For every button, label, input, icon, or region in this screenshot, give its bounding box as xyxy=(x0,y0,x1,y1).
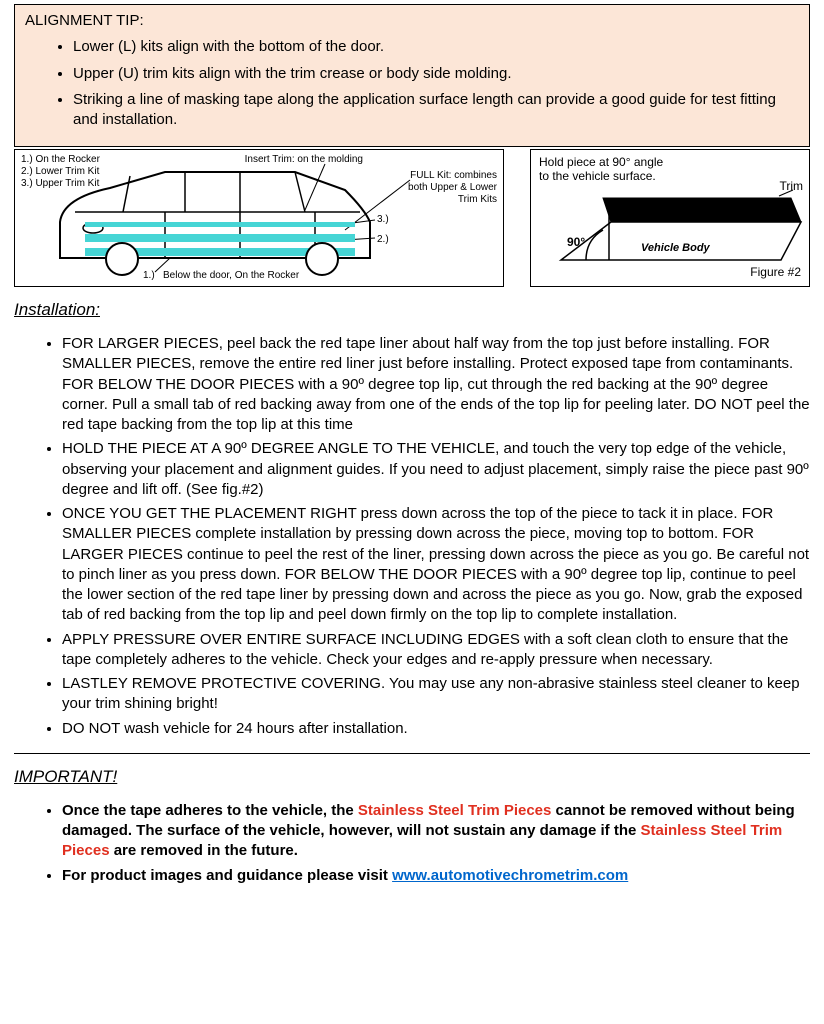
product-link[interactable]: www.automotivechrometrim.com xyxy=(392,867,628,884)
important-text: For product images and guidance please v… xyxy=(62,867,392,884)
alignment-tip-list: Lower (L) kits align with the bottom of … xyxy=(25,37,799,130)
below-door-label: Below the door, On the Rocker xyxy=(163,270,299,282)
installation-list: FOR LARGER PIECES, peel back the red tap… xyxy=(14,334,810,739)
install-step: APPLY PRESSURE OVER ENTIRE SURFACE INCLU… xyxy=(62,630,810,671)
important-item: For product images and guidance please v… xyxy=(62,866,810,886)
diagram-row: 1.) On the Rocker 2.) Lower Trim Kit 3.)… xyxy=(14,149,810,287)
installation-heading: Installation: xyxy=(14,299,810,322)
important-content: Once the tape adheres to the vehicle, th… xyxy=(14,801,810,886)
install-step: LASTLEY REMOVE PROTECTIVE COVERING. You … xyxy=(62,674,810,715)
diagram-angle: Hold piece at 90° angle to the vehicle s… xyxy=(530,149,810,287)
stripe-mid xyxy=(85,234,355,242)
important-text: Once the tape adheres to the vehicle, th… xyxy=(62,802,358,819)
car-svg xyxy=(15,150,505,288)
important-text: are removed in the future. xyxy=(110,842,298,859)
callout-3: 3.) xyxy=(377,214,389,226)
important-heading: IMPORTANT! xyxy=(14,766,810,789)
callout-1: 1.) xyxy=(143,270,155,282)
separator-line xyxy=(14,753,810,754)
install-step: ONCE YOU GET THE PLACEMENT RIGHT press d… xyxy=(62,504,810,626)
install-step: FOR LARGER PIECES, peel back the red tap… xyxy=(62,334,810,435)
important-item: Once the tape adheres to the vehicle, th… xyxy=(62,801,810,862)
install-step: DO NOT wash vehicle for 24 hours after i… xyxy=(62,719,810,739)
installation-content: FOR LARGER PIECES, peel back the red tap… xyxy=(14,334,810,739)
important-list: Once the tape adheres to the vehicle, th… xyxy=(14,801,810,886)
angle-90-label: 90° xyxy=(567,236,585,250)
tip-item: Lower (L) kits align with the bottom of … xyxy=(73,37,799,57)
alignment-tip-box: ALIGNMENT TIP: Lower (L) kits align with… xyxy=(14,4,810,147)
trim-label: Trim xyxy=(779,180,803,194)
diagram-car: 1.) On the Rocker 2.) Lower Trim Kit 3.)… xyxy=(14,149,504,287)
tip-item: Striking a line of masking tape along th… xyxy=(73,90,799,131)
callout-2: 2.) xyxy=(377,234,389,246)
wheel-rear xyxy=(305,242,339,276)
install-step: HOLD THE PIECE AT A 90º DEGREE ANGLE TO … xyxy=(62,439,810,500)
stainless-trim-red: Stainless Steel Trim Pieces xyxy=(358,802,551,819)
vehicle-body-label: Vehicle Body xyxy=(641,242,710,255)
stripe-upper xyxy=(85,222,355,227)
wheel-front xyxy=(105,242,139,276)
figure-2-label: Figure #2 xyxy=(750,266,801,280)
tip-item: Upper (U) trim kits align with the trim … xyxy=(73,64,799,84)
alignment-tip-title: ALIGNMENT TIP: xyxy=(25,11,799,31)
